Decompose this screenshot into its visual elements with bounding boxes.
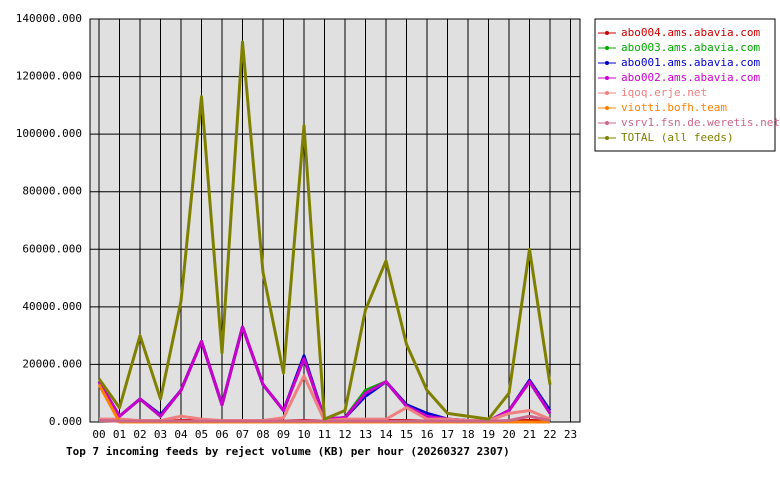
legend-marker: [605, 61, 609, 65]
legend-marker: [605, 46, 609, 50]
legend-label: abo004.ams.abavia.com: [621, 26, 760, 39]
legend-label: iqoq.erje.net: [621, 86, 707, 99]
chart-title: Top 7 incoming feeds by reject volume (K…: [66, 445, 510, 458]
x-tick-label: 16: [420, 428, 433, 441]
y-tick-label: 20000.000: [22, 357, 82, 370]
x-tick-label: 21: [523, 428, 536, 441]
x-tick-label: 19: [482, 428, 495, 441]
legend-label: abo001.ams.abavia.com: [621, 56, 760, 69]
legend-marker: [605, 106, 609, 110]
legend-label: TOTAL (all feeds): [621, 131, 734, 144]
x-tick-label: 00: [92, 428, 105, 441]
legend-marker: [605, 76, 609, 80]
x-tick-label: 11: [318, 428, 331, 441]
series-line: [98, 414, 551, 423]
x-tick-label: 02: [133, 428, 146, 441]
x-tick-label: 03: [154, 428, 167, 441]
x-tick-label: 01: [113, 428, 126, 441]
plot-area: [89, 18, 581, 423]
x-tick-label: 18: [461, 428, 474, 441]
x-tick-label: 10: [297, 428, 310, 441]
x-tick-label: 22: [543, 428, 556, 441]
y-tick-label: 80000.000: [22, 185, 82, 198]
legend-label: abo003.ams.abavia.com: [621, 41, 760, 54]
x-tick-label: 05: [195, 428, 208, 441]
x-tick-label: 23: [564, 428, 577, 441]
x-tick-label: 08: [256, 428, 269, 441]
x-tick-label: 14: [379, 428, 393, 441]
x-tick-label: 20: [502, 428, 515, 441]
x-tick-label: 09: [277, 428, 290, 441]
legend-marker: [605, 136, 609, 140]
series-line: [97, 40, 552, 421]
x-tick-label: 07: [236, 428, 249, 441]
x-tick-label: 15: [400, 428, 413, 441]
legend-box: [594, 18, 776, 152]
legend-label: viotti.bofh.team: [621, 101, 727, 114]
y-tick-label: 100000.000: [16, 127, 82, 140]
legend-marker: [605, 91, 609, 95]
x-tick-label: 13: [359, 428, 372, 441]
x-tick-label: 04: [174, 428, 188, 441]
legend-marker: [605, 31, 609, 35]
y-tick-label: 40000.000: [22, 300, 82, 313]
legend-marker: [605, 121, 609, 125]
y-tick-label: 120000.000: [16, 70, 82, 83]
x-tick-label: 06: [215, 428, 228, 441]
legend-label: abo002.ams.abavia.com: [621, 71, 760, 84]
y-tick-label: 60000.000: [22, 242, 82, 255]
y-tick-label: 0.000: [49, 415, 82, 428]
x-tick-label: 12: [338, 428, 351, 441]
y-tick-label: 140000.000: [16, 12, 82, 25]
x-tick-label: 17: [441, 428, 454, 441]
legend-label: vsrv1.fsn.de.weretis.net: [621, 116, 780, 129]
